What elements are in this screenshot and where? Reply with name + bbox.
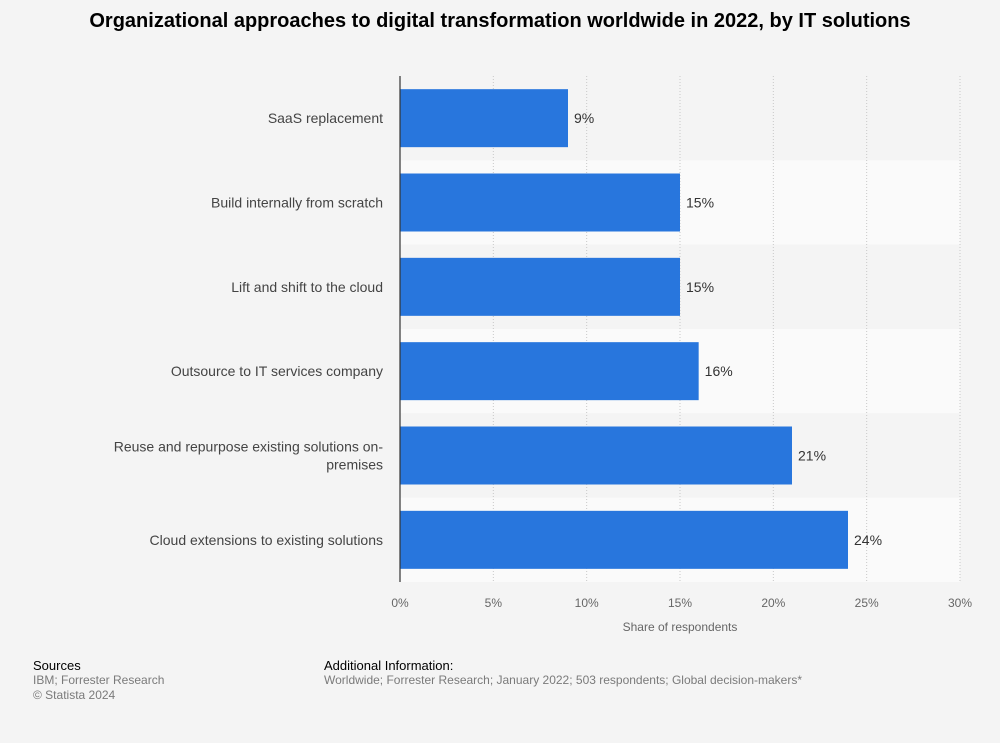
category-label: Lift and shift to the cloud	[231, 279, 383, 295]
x-tick-label: 25%	[855, 596, 879, 610]
sources-heading: Sources	[33, 658, 81, 673]
sources-block: Sources IBM; Forrester Research © Statis…	[33, 658, 164, 703]
x-tick-label: 5%	[485, 596, 503, 610]
category-label: SaaS replacement	[268, 110, 383, 126]
bar	[400, 426, 792, 485]
bar	[400, 257, 680, 316]
bar	[400, 173, 680, 232]
bar-value-label: 15%	[686, 279, 714, 295]
x-tick-label: 30%	[948, 596, 972, 610]
bar-value-label: 24%	[854, 532, 882, 548]
chart-title: Organizational approaches to digital tra…	[89, 10, 911, 32]
x-tick-label: 0%	[391, 596, 409, 610]
bar-value-label: 15%	[686, 195, 714, 211]
additional-info-block: Additional Information: Worldwide; Forre…	[324, 658, 802, 688]
bar-value-label: 16%	[705, 363, 733, 379]
bar	[400, 342, 699, 401]
category-label: Cloud extensions to existing solutions	[150, 532, 383, 548]
sources-line-1: IBM; Forrester Research	[33, 673, 165, 687]
additional-info-heading: Additional Information:	[324, 658, 454, 673]
bar-value-label: 9%	[574, 110, 594, 126]
bar-chart: 9% SaaS replacement 15% Build internally fr…	[114, 76, 972, 634]
bar-value-label: 21%	[798, 448, 826, 464]
bar	[400, 89, 568, 148]
category-label: Build internally from scratch	[211, 195, 383, 211]
bar	[400, 510, 848, 569]
category-label: Outsource to IT services company	[171, 363, 383, 379]
x-axis-title: Share of respondents	[623, 620, 738, 634]
x-tick-label: 10%	[575, 596, 599, 610]
x-tick-label: 20%	[761, 596, 785, 610]
additional-info-text: Worldwide; Forrester Research; January 2…	[324, 673, 803, 687]
category-label: Reuse and repurpose existing solutions o…	[114, 439, 384, 473]
sources-line-2: © Statista 2024	[33, 688, 116, 702]
x-tick-label: 15%	[668, 596, 692, 610]
